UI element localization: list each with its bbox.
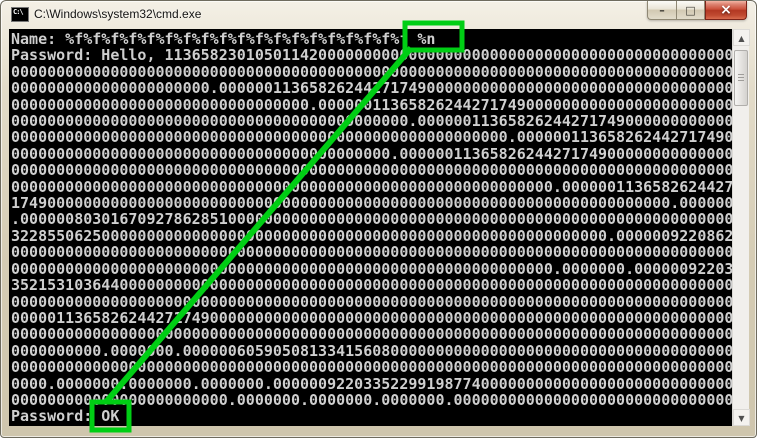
minimize-button[interactable]: – [647,1,676,20]
scroll-up-icon[interactable]: ▲ [733,29,750,46]
close-button[interactable]: × [705,1,747,20]
cmd-icon[interactable]: C:\ [11,7,29,22]
titlebar[interactable]: C:\ C:\Windows\system32\cmd.exe – □ × [1,1,756,29]
maximize-button[interactable]: □ [676,1,705,20]
console-output: Name: %f%f%f%f%f%f%f%f%f%f%f%f%f%f%f%f%f… [11,30,732,425]
scroll-down-icon[interactable]: ▼ [733,409,750,426]
window-controls: – □ × [647,1,747,20]
scroll-thumb[interactable] [734,50,748,106]
cmd-icon-text: C:\ [13,8,24,16]
console-area: Name: %f%f%f%f%f%f%f%f%f%f%f%f%f%f%f%f%f… [9,29,750,426]
scroll-thumb-grip [738,74,744,82]
console-scrollbar[interactable]: ▲ ▼ [732,29,750,426]
window-title: C:\Windows\system32\cmd.exe [34,7,202,21]
